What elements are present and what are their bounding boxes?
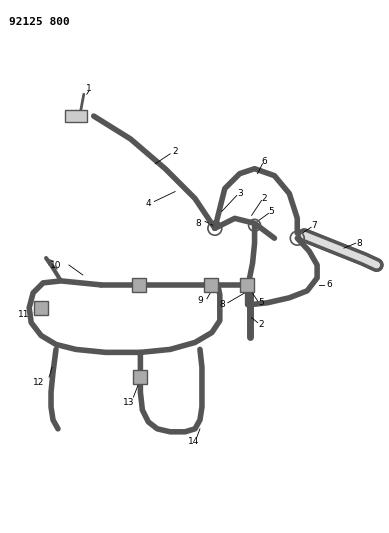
Text: 11: 11 [18,310,29,319]
Text: 7: 7 [311,221,317,230]
FancyBboxPatch shape [204,278,218,292]
Text: 2: 2 [262,194,267,203]
FancyBboxPatch shape [34,301,48,314]
Text: 92125 800: 92125 800 [9,17,70,27]
Text: 6: 6 [262,157,267,166]
Text: 8: 8 [356,239,362,248]
Text: 4: 4 [145,199,151,208]
Text: 8: 8 [195,219,201,228]
Text: 3: 3 [237,189,243,198]
FancyBboxPatch shape [133,370,147,384]
Text: 12: 12 [33,378,45,386]
Text: 6: 6 [326,280,332,289]
Text: 13: 13 [123,398,134,407]
Text: 1: 1 [86,84,92,93]
FancyBboxPatch shape [240,278,254,292]
Text: 2: 2 [259,320,265,329]
Text: 8: 8 [219,300,225,309]
Text: 10: 10 [50,261,62,270]
Text: 9: 9 [197,296,203,305]
Text: 14: 14 [188,437,200,446]
Text: 2: 2 [172,147,178,156]
Text: 5: 5 [268,207,274,216]
Text: 5: 5 [259,298,265,307]
FancyBboxPatch shape [132,278,146,292]
FancyBboxPatch shape [65,110,87,122]
